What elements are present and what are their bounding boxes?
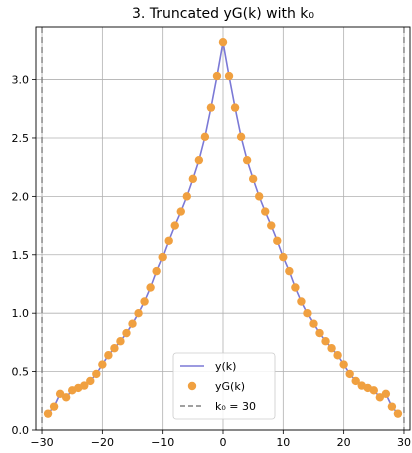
x-tick-label: −30 (30, 436, 53, 449)
yg-data-point (315, 328, 324, 338)
yg-data-point (387, 402, 397, 411)
yg-data-point (152, 266, 161, 276)
yg-data-point (230, 103, 240, 112)
yg-data-point (303, 308, 312, 318)
yg-data-point (369, 386, 379, 395)
yg-data-point (80, 381, 89, 390)
yg-data-point (381, 389, 391, 398)
x-tick-label: 10 (276, 436, 290, 449)
yg-data-point (345, 369, 354, 379)
yg-data-point (182, 192, 192, 201)
yg-data-point (261, 207, 270, 216)
legend-box (172, 352, 276, 420)
tick-layer: −30 −20 −10 0 10 20 30 0.0 0.5 1.0 1.5 2.0 2.5 3.0 (12, 74, 411, 449)
yg-data-point (297, 297, 306, 306)
yg-data-point (351, 376, 360, 386)
x-tick-label: −10 (151, 436, 174, 449)
yg-data-point (158, 252, 167, 262)
legend-marker-swatch (187, 381, 197, 391)
yg-data-point (254, 192, 264, 201)
x-tick-label: 0 (220, 436, 227, 449)
yg-data-point (309, 319, 318, 328)
yg-data-point (176, 207, 185, 216)
yg-data-point (327, 344, 336, 353)
yg-data-point (104, 351, 113, 360)
y-tick-label: 2.0 (12, 190, 30, 203)
yg-data-point (164, 236, 173, 245)
yg-data-point (236, 132, 246, 142)
legend-label-yg: yG(k) (215, 380, 245, 393)
yg-data-point (92, 369, 101, 379)
yg-data-point (212, 71, 222, 81)
yg-data-point (61, 393, 71, 402)
yg-data-point (43, 409, 53, 418)
y-tick-label: 0.5 (12, 366, 30, 379)
yg-data-point (128, 319, 137, 328)
yg-data-point (146, 283, 155, 292)
x-tick-label: 30 (397, 436, 411, 449)
x-tick-label: −20 (91, 436, 114, 449)
legend-label-y: y(k) (215, 360, 236, 373)
yg-data-point (242, 155, 252, 165)
yg-data-point (224, 71, 234, 81)
x-tick-label: 20 (337, 436, 351, 449)
yg-data-point (134, 308, 143, 318)
yg-data-point (194, 155, 204, 165)
yg-data-point (285, 266, 294, 276)
y-tick-label: 3.0 (12, 74, 30, 87)
yg-data-point (122, 328, 131, 338)
yg-data-point (321, 337, 330, 346)
yg-data-point (333, 351, 342, 360)
yg-data-point (188, 174, 198, 184)
vline-layer (41, 27, 405, 430)
y-tick-label: 0.0 (12, 424, 30, 437)
legend-label-k0: k₀ = 30 (215, 400, 256, 413)
y-tick-label: 1.5 (12, 249, 30, 262)
series-layer (43, 37, 403, 418)
yg-data-point (116, 337, 125, 346)
yg-data-point (110, 344, 119, 353)
yg-data-point (86, 376, 95, 386)
y-tick-label: 1.0 (12, 307, 30, 320)
yg-data-point (170, 221, 179, 230)
chart-title: 3. Truncated yG(k) with k₀ (132, 6, 314, 22)
yg-data-point (339, 360, 348, 369)
yg-data-point (279, 252, 288, 262)
y-tick-label: 2.5 (12, 132, 30, 145)
yg-data-point (248, 174, 258, 184)
yg-data-point (49, 402, 59, 411)
yg-data-point (393, 409, 403, 418)
yg-data-point (291, 283, 300, 292)
yg-data-point (218, 37, 228, 47)
yg-data-point (200, 132, 210, 142)
yg-data-point (140, 297, 149, 306)
yg-data-point (273, 236, 282, 245)
yg-data-point (267, 221, 276, 230)
yg-data-point (98, 360, 107, 369)
yg-data-point (206, 103, 216, 112)
legend: y(k) yG(k) k₀ = 30 (172, 352, 276, 420)
grid-layer (36, 27, 410, 431)
